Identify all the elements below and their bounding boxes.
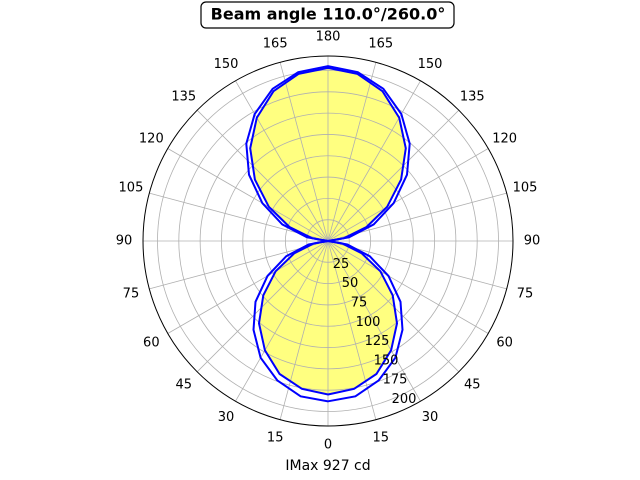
theta-tick-label: 90 bbox=[524, 234, 541, 249]
grid-spoke bbox=[235, 80, 329, 242]
theta-tick-label: 165 bbox=[368, 36, 393, 51]
r-tick-label: 125 bbox=[365, 334, 390, 349]
theta-tick-label: 135 bbox=[460, 89, 485, 104]
theta-tick-label: 150 bbox=[214, 57, 239, 72]
chart-title: Beam angle 110.0°/260.0° bbox=[211, 5, 446, 24]
theta-tick-label: 15 bbox=[267, 431, 284, 446]
r-tick-label: 100 bbox=[356, 315, 381, 330]
grid-spoke bbox=[279, 62, 329, 242]
theta-tick-label: 45 bbox=[464, 378, 481, 393]
theta-tick-label: 120 bbox=[492, 132, 517, 147]
theta-tick-label: 150 bbox=[418, 57, 443, 72]
theta-tick-label: 15 bbox=[373, 431, 390, 446]
theta-tick-label: 60 bbox=[143, 336, 160, 351]
theta-tick-label: 135 bbox=[171, 89, 196, 104]
grid-spoke bbox=[235, 240, 329, 402]
r-tick-label: 175 bbox=[383, 373, 408, 388]
grid-spoke bbox=[167, 240, 329, 334]
theta-tick-label: 60 bbox=[496, 336, 513, 351]
grid-spoke bbox=[327, 62, 377, 242]
title-box bbox=[200, 1, 455, 29]
grid-spoke bbox=[167, 148, 329, 242]
series-line bbox=[249, 66, 407, 396]
grid-spoke bbox=[279, 240, 329, 420]
theta-tick-label: 30 bbox=[218, 410, 235, 425]
theta-tick-label: 0 bbox=[324, 438, 332, 453]
grid-spoke bbox=[327, 109, 460, 242]
grid-spoke bbox=[327, 80, 421, 242]
theta-tick-label: 75 bbox=[517, 286, 534, 301]
r-tick-label: 150 bbox=[374, 353, 399, 368]
theta-tick-label: 105 bbox=[513, 181, 538, 196]
theta-tick-label: 105 bbox=[119, 181, 144, 196]
grid-spoke bbox=[327, 148, 489, 242]
theta-tick-label: 180 bbox=[316, 30, 341, 45]
theta-tick-label: 75 bbox=[123, 286, 140, 301]
r-tick-label: 200 bbox=[392, 392, 417, 407]
grid-spoke bbox=[327, 240, 377, 420]
r-tick-label: 50 bbox=[342, 276, 359, 291]
grid-spoke bbox=[327, 240, 421, 402]
theta-tick-label: 30 bbox=[422, 410, 439, 425]
x-axis-label: IMax 927 cd bbox=[285, 458, 370, 474]
polar-frame bbox=[142, 55, 514, 427]
theta-tick-label: 45 bbox=[175, 378, 192, 393]
grid-spoke bbox=[327, 240, 489, 334]
theta-tick-label: 165 bbox=[263, 36, 288, 51]
r-tick-label: 25 bbox=[333, 257, 350, 272]
r-tick-label: 75 bbox=[351, 295, 368, 310]
theta-tick-label: 90 bbox=[116, 234, 133, 249]
theta-tick-label: 120 bbox=[139, 132, 164, 147]
series-line bbox=[245, 65, 411, 403]
grid-spoke bbox=[196, 109, 329, 242]
